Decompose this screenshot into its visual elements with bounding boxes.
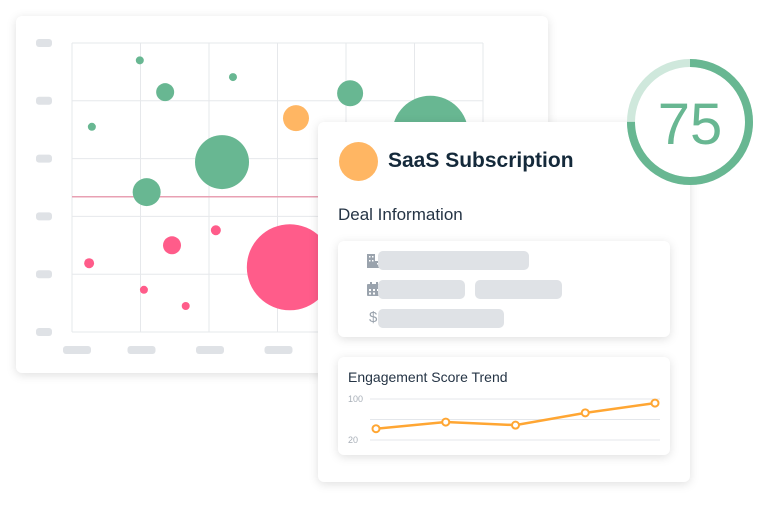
y-tick-placeholder <box>36 328 52 336</box>
bubble-pink <box>181 301 190 310</box>
trend-point <box>580 408 590 418</box>
y-tick-placeholder <box>36 39 52 47</box>
end-date-placeholder <box>475 280 562 299</box>
trend-title: Engagement Score Trend <box>348 369 508 385</box>
calendar-icon <box>367 282 381 296</box>
x-tick-placeholder <box>63 346 91 354</box>
amount-placeholder <box>378 309 504 328</box>
ytick-top: 100 <box>348 394 364 404</box>
bubble-pink <box>246 224 333 311</box>
score-value: 75 <box>658 92 723 157</box>
y-tick-placeholder <box>36 96 52 105</box>
dollar-icon: $ <box>369 309 378 326</box>
deal-card: SaaS Subscription Deal Information $ Eng… <box>318 122 690 482</box>
bubble-green <box>87 122 96 131</box>
deal-title: SaaS Subscription <box>388 149 574 172</box>
x-tick-placeholder <box>196 346 224 354</box>
status-dot <box>339 142 378 181</box>
x-tick-placeholder <box>127 346 156 354</box>
bubble-green <box>132 178 161 207</box>
trend-point <box>441 417 451 427</box>
bubble-green <box>135 56 144 65</box>
score-ring: 75 <box>627 59 753 185</box>
bubble-green <box>195 135 250 190</box>
trend-chart <box>370 398 660 441</box>
deal-info-panel: $ <box>338 241 670 337</box>
section-heading: Deal Information <box>338 205 463 224</box>
x-tick-placeholder <box>264 346 293 354</box>
bubble-chart <box>36 39 484 354</box>
bubble-green <box>228 73 237 82</box>
bubble-pink <box>163 236 182 255</box>
bubble-green <box>337 80 364 107</box>
engagement-trend-panel: Engagement Score Trend 100 20 <box>338 357 670 455</box>
start-date-placeholder <box>378 280 465 299</box>
trend-point <box>650 398 660 408</box>
bubble-pink <box>139 285 148 294</box>
ytick-bottom: 20 <box>348 435 359 445</box>
trend-point <box>371 424 381 434</box>
trend-point <box>511 420 520 430</box>
y-tick-placeholder <box>36 212 52 221</box>
bubble-pink <box>210 225 221 236</box>
company-placeholder <box>378 251 529 270</box>
y-tick-placeholder <box>36 270 52 279</box>
bubble-pink <box>84 258 95 269</box>
y-tick-placeholder <box>36 154 52 163</box>
bubble-orange <box>282 105 309 132</box>
bubble-green <box>156 83 175 102</box>
score-progress <box>627 59 753 185</box>
